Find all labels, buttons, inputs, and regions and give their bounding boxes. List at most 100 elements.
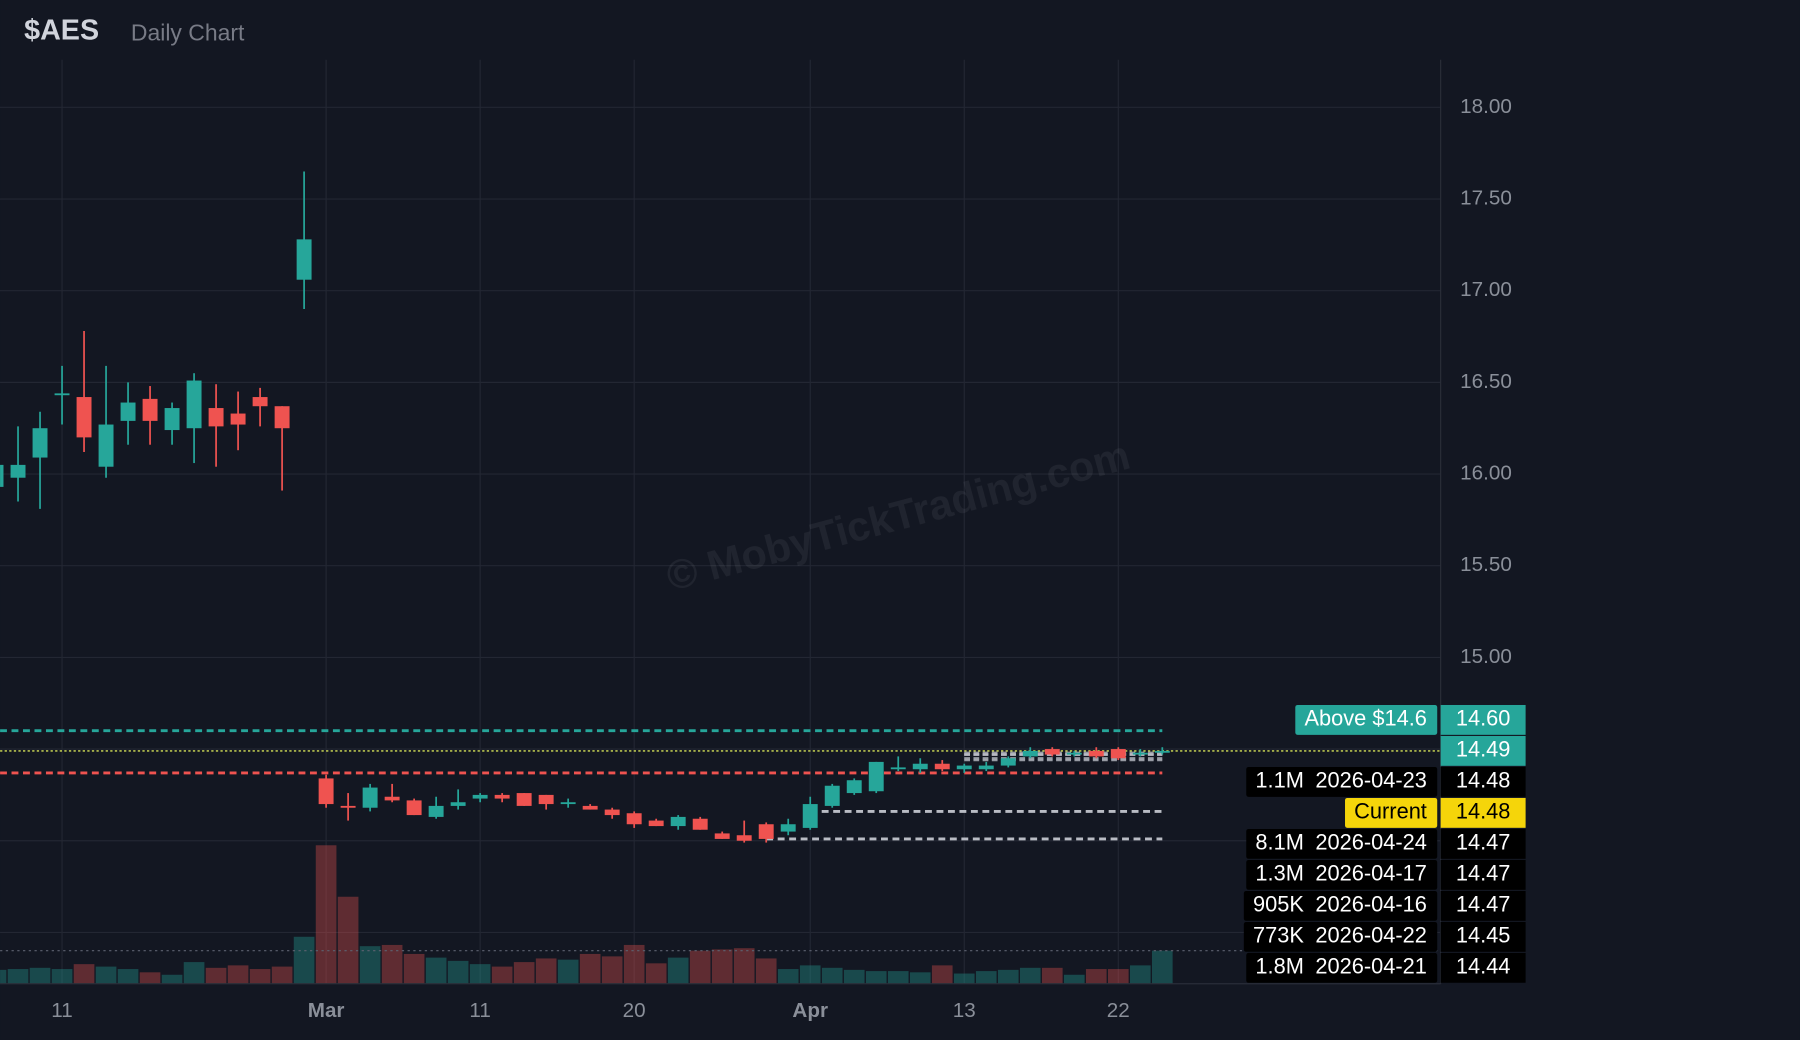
marker-label-box: [1246, 859, 1438, 890]
volume-bar: [0, 969, 7, 984]
x-tick-label: 13: [953, 999, 976, 1022]
marker-volume: 905K: [1253, 892, 1304, 917]
marker-date: 2026-04-21: [1315, 954, 1427, 979]
volume-bar: [29, 967, 51, 984]
volume-bar: [447, 960, 469, 984]
candle-body: [32, 428, 48, 458]
volume-bar: [359, 946, 381, 984]
volume-bar: [205, 967, 227, 984]
candle-body: [0, 464, 4, 487]
candle-body: [76, 397, 92, 438]
candle-body: [406, 800, 422, 816]
volume-bar: [1107, 969, 1129, 984]
price-label: 14.48: [1456, 799, 1511, 824]
volume-bar: [95, 966, 117, 984]
volume-bar: [667, 957, 689, 984]
volume-bar: [1041, 967, 1063, 984]
candle-body: [472, 794, 488, 799]
candle-body: [494, 794, 510, 799]
marker-volume: 1.8M: [1255, 954, 1303, 979]
candle-body: [648, 820, 664, 827]
marker-date: 2026-04-23: [1315, 768, 1427, 793]
candle-body: [692, 818, 708, 830]
candle-body: [868, 761, 884, 792]
marker-label-box: [1246, 828, 1438, 859]
candle-body: [142, 398, 158, 421]
volume-bar: [953, 973, 975, 984]
price-label-box: [1440, 735, 1526, 766]
volume-bar: [1019, 967, 1041, 984]
marker-name: Current: [1354, 799, 1427, 824]
volume-bar: [535, 958, 557, 984]
candle-body: [626, 813, 642, 825]
candle-body: [934, 763, 950, 770]
volume-bar: [601, 956, 623, 984]
y-tick-label: 16.50: [1460, 370, 1512, 393]
candle-body: [1088, 750, 1104, 757]
candle-body: [956, 765, 972, 770]
volume-bar: [931, 965, 953, 984]
candle-body: [846, 780, 862, 794]
marker-label-box: [1345, 797, 1438, 828]
volume-bar: [711, 949, 733, 984]
price-label-box: [1440, 921, 1526, 952]
marker-volume: 1.1M: [1255, 768, 1303, 793]
marker-label-box: [1243, 890, 1438, 921]
x-tick-label: Mar: [308, 999, 345, 1022]
candle-body: [978, 765, 994, 770]
candle-body: [296, 239, 312, 280]
price-label-box: [1440, 952, 1526, 983]
candle-body: [384, 796, 400, 801]
price-label: 14.60: [1456, 706, 1511, 731]
volume-bar: [7, 969, 29, 984]
marker-label-box: [1295, 704, 1438, 735]
x-tick-label: 11: [51, 999, 72, 1022]
x-tick-label: 11: [469, 999, 490, 1022]
marker-date: 2026-04-17: [1315, 861, 1427, 886]
volume-bar: [315, 845, 337, 984]
marker-volume: 1.3M: [1255, 861, 1303, 886]
price-label: 14.45: [1456, 923, 1511, 948]
candle-body: [670, 816, 686, 827]
volume-bar: [381, 944, 403, 984]
volume-bar: [645, 963, 667, 984]
volume-bar: [777, 969, 799, 984]
volume-bar: [1151, 950, 1173, 984]
candle-body: [120, 402, 136, 421]
price-label: 14.44: [1456, 954, 1511, 979]
price-label: 14.47: [1456, 830, 1511, 855]
candle-body: [780, 824, 796, 832]
candle-body: [582, 805, 598, 810]
volume-bar: [227, 965, 249, 984]
volume-bar: [513, 962, 535, 984]
candle-body: [54, 393, 70, 396]
candle-body: [758, 824, 774, 839]
candle-body: [824, 785, 840, 806]
price-label-box: [1440, 704, 1526, 735]
y-tick-label: 17.00: [1460, 278, 1512, 301]
marker-label-box: [1246, 766, 1438, 797]
volume-bar: [821, 967, 843, 984]
volume-bar: [579, 953, 601, 984]
y-tick-label: 17.50: [1460, 186, 1512, 209]
volume-bar: [1085, 969, 1107, 984]
candle-body: [736, 835, 752, 841]
candle-body: [186, 380, 202, 429]
candle-body: [538, 794, 554, 805]
marker-label-box: [1246, 952, 1438, 983]
candle-body: [1132, 752, 1148, 755]
price-label-box: [1440, 859, 1526, 890]
candle-body: [450, 802, 466, 806]
volume-bar: [293, 936, 315, 984]
volume-bar: [1129, 965, 1151, 984]
candle-body: [1110, 749, 1126, 759]
volume-bar: [271, 966, 293, 984]
candle-body: [1000, 758, 1016, 766]
volume-bar: [975, 971, 997, 984]
volume-bar: [997, 969, 1019, 984]
y-tick-label: 15.00: [1460, 645, 1512, 668]
y-tick-label: 16.00: [1460, 462, 1512, 485]
marker-date: 2026-04-22: [1315, 923, 1427, 948]
candle-body: [1044, 749, 1060, 755]
